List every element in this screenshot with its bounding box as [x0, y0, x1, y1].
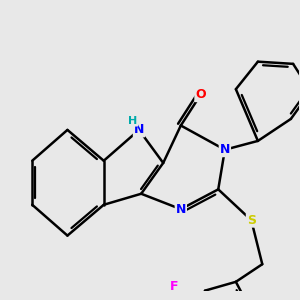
Text: S: S [247, 214, 256, 227]
Text: N: N [220, 143, 230, 156]
Text: O: O [195, 88, 206, 101]
Text: N: N [134, 123, 144, 136]
Text: H: H [128, 116, 138, 126]
Text: F: F [170, 280, 178, 293]
Text: N: N [176, 203, 186, 216]
